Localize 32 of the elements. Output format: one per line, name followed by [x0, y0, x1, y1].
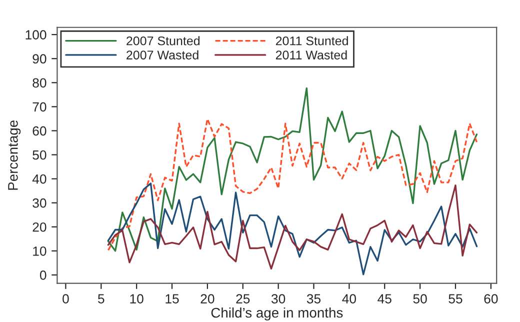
x-tick-label: 5 — [98, 294, 104, 304]
x-tick-label: 60 — [484, 294, 498, 304]
y-tick-label: 0 — [40, 270, 46, 280]
x-tick-label: 15 — [166, 294, 179, 304]
y-tick-label: 40 — [32, 174, 46, 184]
line-series — [107, 118, 478, 252]
x-tick-label: 0 — [62, 294, 69, 304]
x-tick-label: 40 — [342, 294, 356, 304]
x-tick-label: 45 — [378, 294, 392, 304]
x-tick-label: 55 — [448, 294, 462, 304]
x-tick-label: 35 — [306, 294, 321, 304]
y-axis-title: Percentage — [8, 120, 21, 190]
y-tick-label: 70 — [32, 102, 46, 112]
x-tick-label: 25 — [236, 294, 250, 304]
y-tick-label: 90 — [32, 54, 46, 64]
y-tick-label: 10 — [33, 246, 46, 256]
legend-label: 2011 Wasted — [276, 50, 347, 60]
x-tick-label: 50 — [413, 294, 427, 304]
y-tick-label: 80 — [32, 78, 46, 88]
x-tick-label: 30 — [271, 294, 286, 304]
y-tick-label: 20 — [32, 222, 46, 232]
x-axis-title: Child’s age in months — [211, 307, 343, 320]
x-tick-label: 10 — [130, 294, 144, 304]
y-tick-label: 50 — [32, 150, 46, 160]
y-tick-label: 100 — [26, 30, 46, 40]
y-tick-label: 60 — [32, 126, 46, 136]
x-tick-label: 20 — [200, 294, 214, 304]
line-series — [107, 87, 478, 252]
legend-label: 2011 Stunted — [276, 36, 348, 46]
legend-label: 2007 Stunted — [126, 36, 200, 46]
y-tick-label: 30 — [32, 198, 46, 208]
legend-label: 2007 Wasted — [126, 50, 198, 60]
